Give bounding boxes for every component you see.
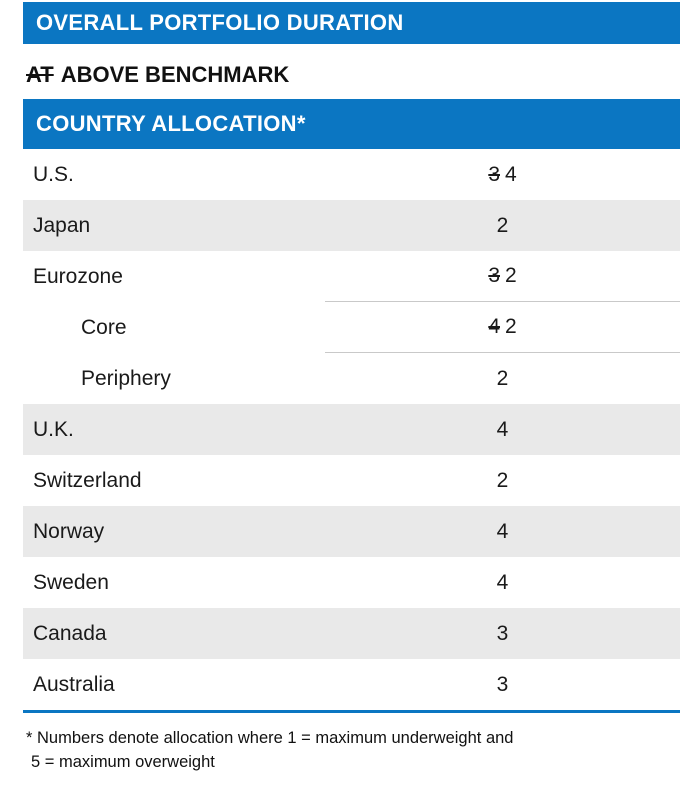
table-row: Sweden 4 (23, 557, 680, 608)
country-allocation-header: COUNTRY ALLOCATION* (23, 99, 680, 149)
current-allocation-value: 2 (496, 366, 509, 390)
allocation-cell: 2 (325, 455, 680, 506)
table-row: Core 4 2 (23, 302, 680, 353)
table-row: Japan 2 (23, 200, 680, 251)
country-label: U.K. (33, 417, 74, 441)
footnote: * Numbers denote allocation where 1 = ma… (23, 726, 680, 774)
overall-portfolio-duration-header: OVERALL PORTFOLIO DURATION (23, 2, 680, 44)
country-label: Sweden (33, 570, 109, 594)
country-table: U.S. 3 4 Japan 2 Eurozone 3 2 Core 4 (23, 149, 680, 713)
country-label: Periphery (81, 366, 171, 390)
old-allocation-value: 4 (488, 315, 500, 338)
country-label: U.S. (33, 162, 74, 186)
allocation-cell: 3 (325, 608, 680, 659)
current-allocation-value: 3 (496, 672, 509, 696)
table-row: Norway 4 (23, 506, 680, 557)
table-row: Australia 3 (23, 659, 680, 710)
table-row: U.S. 3 4 (23, 149, 680, 200)
duration-status: AT ABOVE BENCHMARK (26, 61, 680, 89)
table-row: Periphery 2 (23, 353, 680, 404)
allocation-cell: 4 (325, 506, 680, 557)
allocation-cell: 3 4 (325, 149, 680, 200)
allocation-cell: 2 (325, 200, 680, 251)
country-label: Eurozone (33, 264, 123, 288)
country-label: Australia (33, 672, 115, 696)
table-row: Switzerland 2 (23, 455, 680, 506)
current-allocation-value: 2 (505, 315, 517, 338)
allocation-cell: 4 (325, 557, 680, 608)
country-label: Japan (33, 213, 91, 237)
current-allocation-value: 4 (505, 162, 517, 186)
allocation-cell: 3 2 (325, 251, 680, 302)
duration-status-current: ABOVE BENCHMARK (60, 62, 290, 87)
old-allocation-value: 3 (488, 264, 500, 287)
allocation-cell: 4 2 (325, 302, 680, 353)
country-label: Switzerland (33, 468, 142, 492)
country-label: Canada (33, 621, 107, 645)
current-allocation-value: 3 (496, 621, 509, 645)
table-row: U.K. 4 (23, 404, 680, 455)
allocation-cell: 4 (325, 404, 680, 455)
current-allocation-value: 2 (496, 468, 509, 492)
allocation-cell: 3 (325, 659, 680, 710)
country-label: Norway (33, 519, 105, 543)
current-allocation-value: 4 (496, 417, 509, 441)
table-row: Eurozone 3 2 (23, 251, 680, 302)
current-allocation-value: 2 (505, 264, 517, 287)
footnote-line-2: 5 = maximum overweight (31, 753, 215, 771)
country-label: Core (81, 315, 127, 339)
footnote-line-1: * Numbers denote allocation where 1 = ma… (26, 729, 514, 747)
table-row: Canada 3 (23, 608, 680, 659)
report-section: OVERALL PORTFOLIO DURATION AT ABOVE BENCH… (23, 0, 680, 774)
allocation-cell: 2 (325, 353, 680, 404)
old-allocation-value: 3 (488, 162, 500, 186)
current-allocation-value: 4 (496, 519, 509, 543)
current-allocation-value: 4 (496, 570, 509, 594)
duration-status-old: AT (26, 62, 54, 87)
current-allocation-value: 2 (496, 213, 509, 237)
